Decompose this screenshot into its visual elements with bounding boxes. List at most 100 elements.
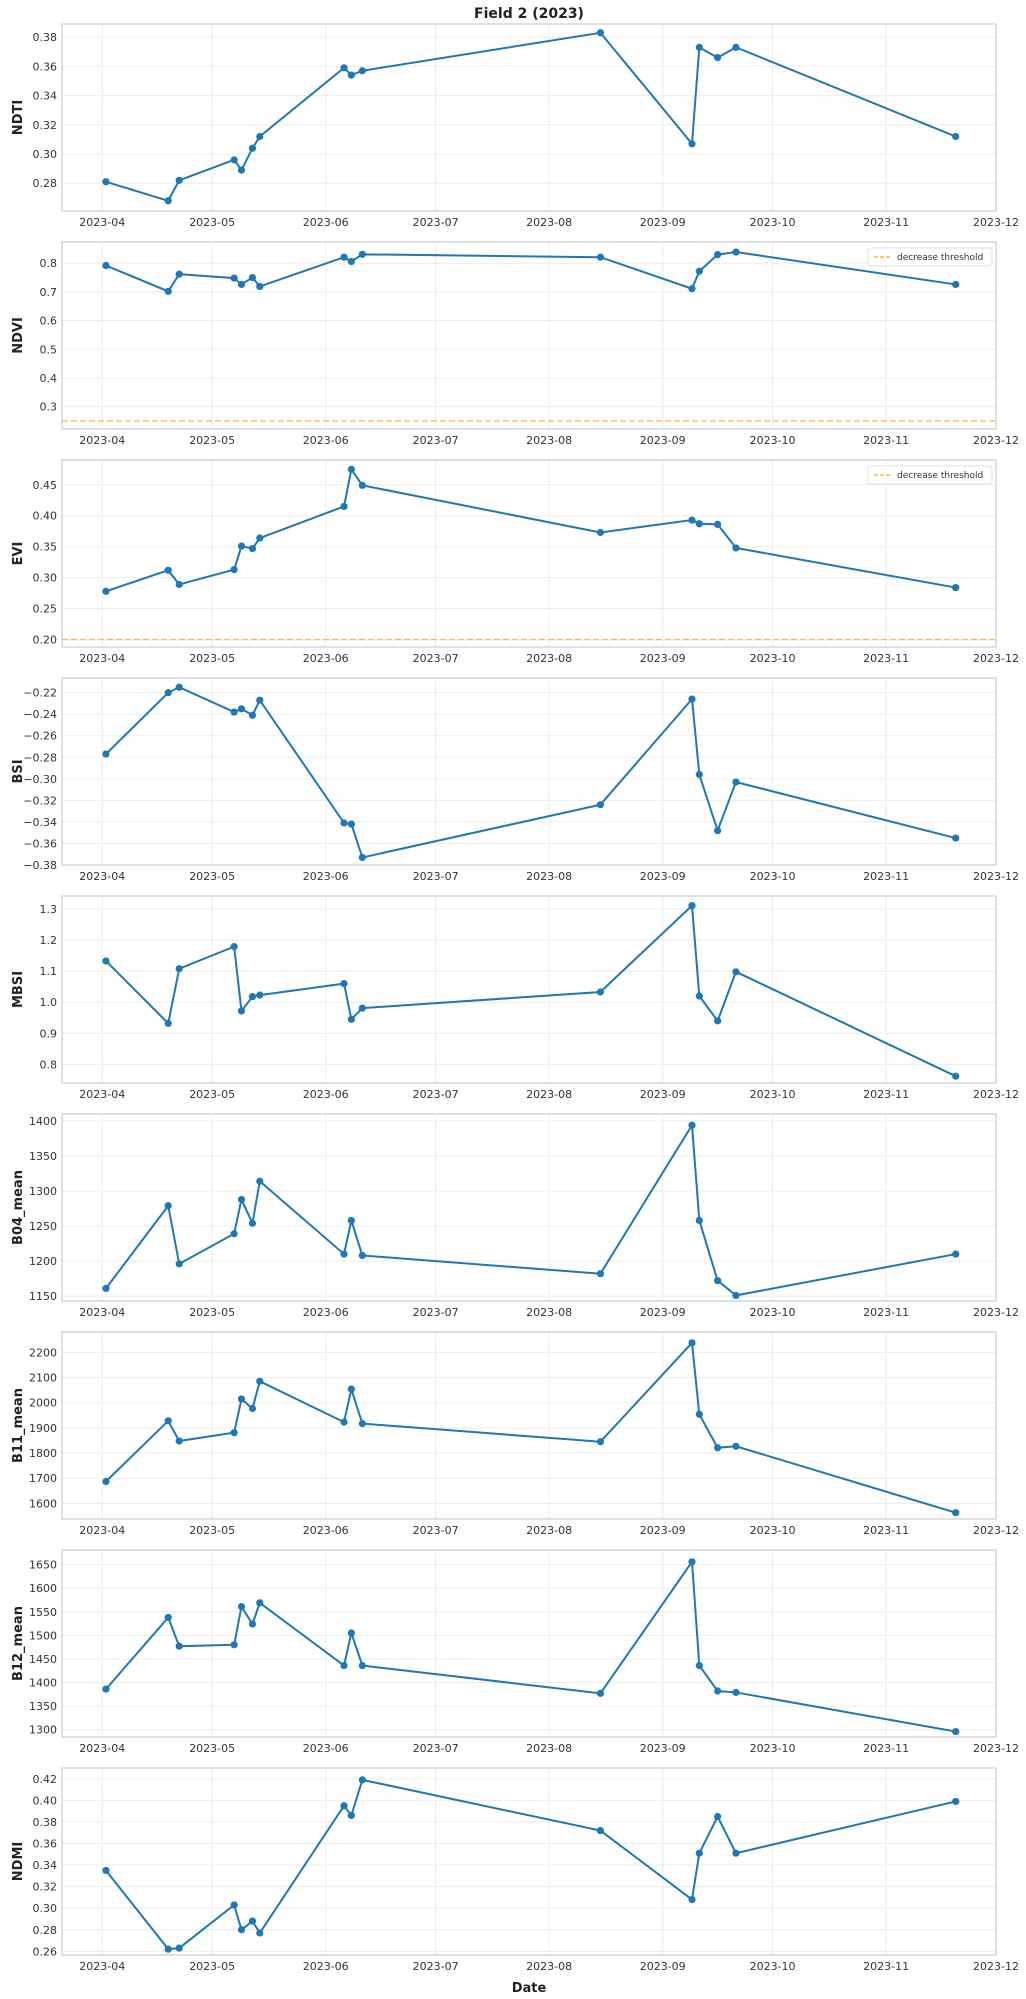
data-point: [695, 267, 703, 275]
data-point: [347, 1385, 355, 1393]
y-axis-label: NDMI: [11, 1842, 26, 1881]
x-tick-label: 2023-09: [640, 870, 686, 883]
data-point: [732, 968, 740, 976]
series-line: [105, 1340, 956, 1514]
plot-area: [62, 460, 996, 647]
y-tick-label: 0.45: [33, 479, 58, 492]
data-point: [175, 580, 183, 589]
y-tick-label: 1.2: [40, 934, 58, 947]
y-tick-label: 0.36: [33, 1837, 58, 1850]
x-tick-label: 2023-06: [303, 1306, 349, 1319]
data-point: [358, 250, 366, 258]
x-tick-label: 2023-09: [640, 1960, 686, 1973]
data-point: [952, 834, 960, 842]
y-tick-label: 1150: [29, 1290, 57, 1303]
y-tick-label: 1250: [29, 1220, 57, 1233]
data-point: [164, 1417, 172, 1425]
x-tick-label: 2023-11: [863, 1306, 909, 1319]
x-tick-label: 2023-04: [79, 870, 125, 883]
data-point: [256, 1599, 264, 1607]
x-tick-label: 2023-09: [640, 1524, 686, 1537]
data-point: [347, 1629, 355, 1637]
panel-ndmi: 2023-04 2023-05 2023-06 2023-07 2023-08 2023-…: [11, 1767, 1019, 1973]
y-tick-label: 0.34: [33, 90, 58, 103]
data-point: [230, 708, 238, 716]
x-tick-label: 2023-08: [526, 216, 572, 229]
x-tick-label: 2023-05: [189, 1524, 235, 1537]
x-tick-label: 2023-09: [640, 1088, 686, 1101]
data-point: [256, 1929, 264, 1937]
data-point: [596, 801, 605, 809]
axes-frame: [61, 1549, 997, 1738]
data-point: [695, 520, 703, 528]
figure-title: Field 2 (2023): [474, 6, 584, 22]
x-tick-label: 2023-12: [973, 870, 1019, 883]
x-tick-label: 2023-11: [863, 1960, 909, 1973]
x-tick-label: 2023-08: [526, 870, 572, 883]
x-tick-label: 2023-08: [526, 1088, 572, 1101]
data-point: [732, 1849, 740, 1857]
data-point: [714, 826, 722, 835]
data-point: [175, 1944, 183, 1952]
x-tick-label: 2023-08: [526, 652, 572, 665]
data-point: [248, 144, 257, 152]
y-tick-label: −0.28: [23, 751, 57, 764]
data-point: [175, 965, 183, 973]
x-axis-label: Date: [512, 1981, 547, 1996]
data-point: [102, 261, 110, 270]
x-tick-label: 2023-05: [189, 870, 235, 883]
x-tick-label: 2023-12: [973, 1960, 1019, 1973]
legend-box: [867, 465, 993, 485]
y-tick-label: 0.20: [33, 634, 58, 647]
y-tick-label: 0.42: [33, 1773, 58, 1786]
y-tick-label: −0.30: [23, 773, 57, 786]
panel-bsi: 2023-04 2023-05 2023-06 2023-07 2023-08 2023-…: [11, 677, 1019, 883]
data-point: [340, 1418, 348, 1426]
y-tick-label: 0.26: [33, 1945, 58, 1958]
x-tick-label: 2023-07: [413, 1960, 459, 1973]
data-point: [237, 1195, 246, 1204]
data-point: [164, 566, 172, 574]
data-point: [164, 689, 172, 697]
x-tick-label: 2023-12: [973, 652, 1019, 665]
y-tick-label: 0.7: [40, 286, 58, 299]
y-tick-label: −0.32: [23, 794, 57, 807]
data-point: [952, 132, 960, 141]
data-point: [102, 1685, 110, 1693]
data-point: [695, 992, 703, 1000]
data-point: [688, 1339, 696, 1347]
x-tick-label: 2023-05: [189, 216, 235, 229]
x-tick-label: 2023-08: [526, 1742, 572, 1755]
data-point: [256, 696, 264, 704]
x-tick-label: 2023-10: [750, 1306, 796, 1319]
plot-area: [62, 678, 996, 865]
data-point: [732, 778, 740, 786]
data-point: [714, 54, 722, 62]
data-point: [714, 520, 722, 528]
y-tick-label: 1.0: [40, 996, 58, 1009]
data-point: [952, 1797, 960, 1806]
data-point: [596, 1270, 605, 1278]
data-point: [952, 280, 960, 289]
y-tick-label: 1.3: [40, 903, 58, 916]
y-tick-label: −0.26: [23, 730, 57, 743]
y-tick-label: 0.40: [33, 1794, 58, 1807]
data-point: [596, 29, 605, 37]
x-tick-label: 2023-07: [413, 1524, 459, 1537]
x-tick-label: 2023-09: [640, 652, 686, 665]
x-tick-label: 2023-08: [526, 434, 572, 447]
y-tick-label: 0.8: [40, 257, 58, 270]
x-tick-label: 2023-07: [413, 1742, 459, 1755]
x-tick-label: 2023-08: [526, 1960, 572, 1973]
x-tick-label: 2023-10: [750, 1088, 796, 1101]
data-point: [248, 1219, 257, 1227]
data-point: [230, 1429, 238, 1437]
y-tick-label: 1500: [29, 1629, 57, 1642]
data-point: [340, 64, 348, 72]
data-point: [237, 542, 246, 550]
x-tick-label: 2023-04: [79, 1960, 125, 1973]
data-point: [164, 1945, 172, 1953]
y-tick-label: 2200: [29, 1346, 57, 1359]
series-line: [105, 686, 956, 859]
y-tick-label: 0.5: [40, 343, 58, 356]
